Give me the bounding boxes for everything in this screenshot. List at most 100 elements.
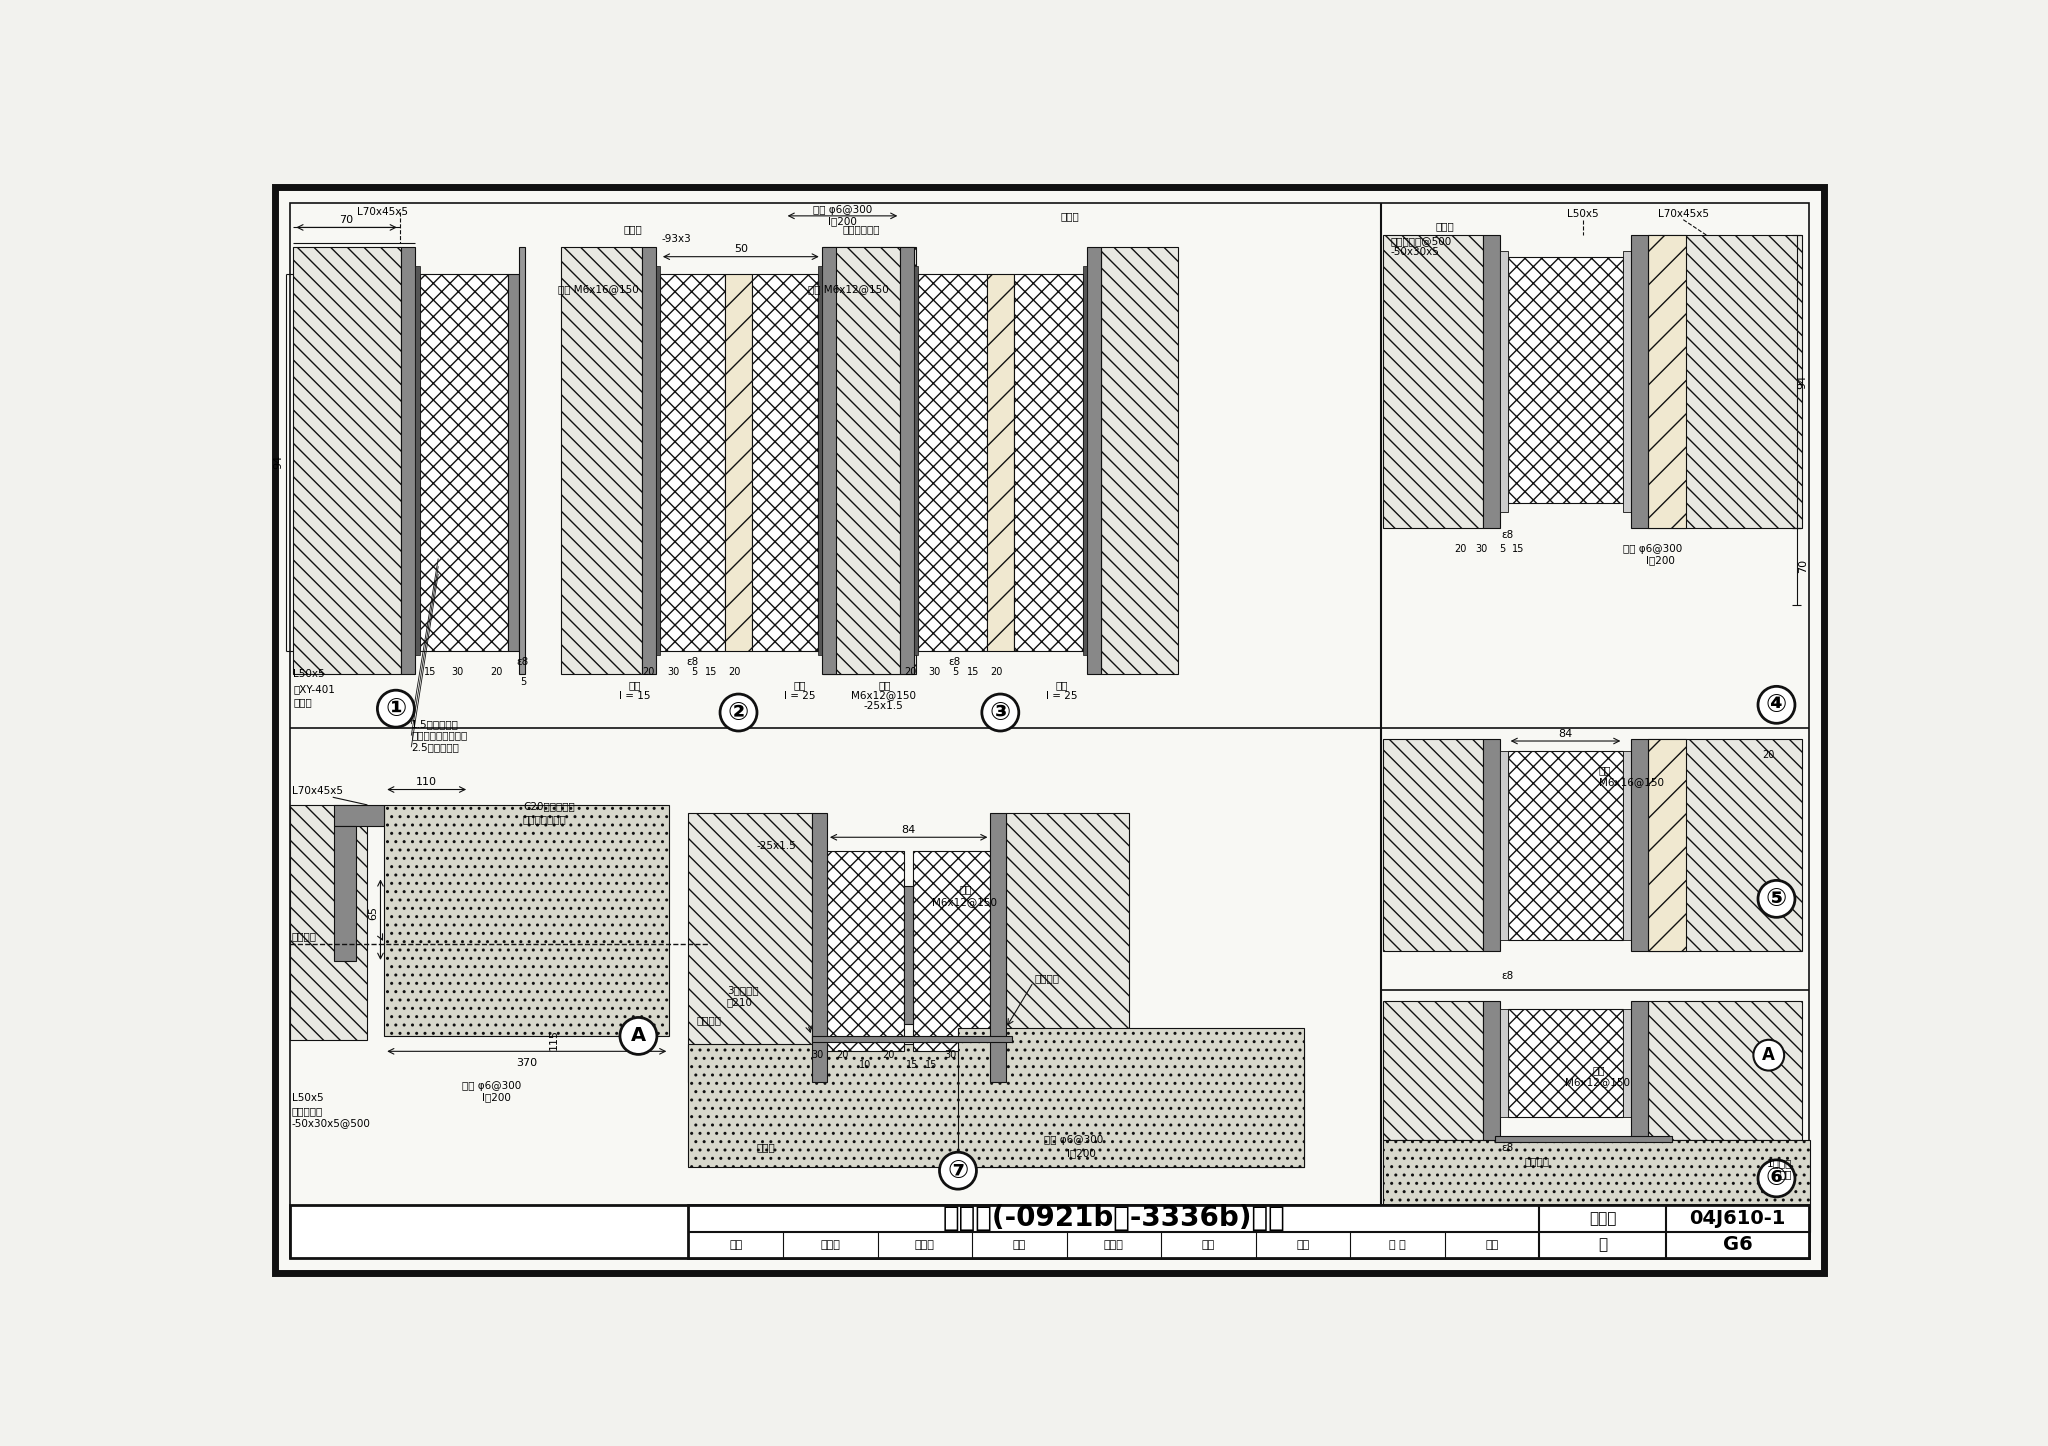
Bar [1624, 1009, 1630, 1116]
Text: C20细石混凝土: C20细石混凝土 [522, 801, 575, 811]
Text: 密封条: 密封条 [1061, 211, 1079, 221]
Text: L70x45x5: L70x45x5 [293, 787, 342, 797]
Text: 密封条: 密封条 [623, 224, 641, 234]
Bar [752, 273, 817, 651]
Bar [817, 266, 821, 655]
Text: 30: 30 [1475, 544, 1487, 554]
Circle shape [1757, 881, 1794, 917]
Text: 隔声门(-0921b～-3336b)详图: 隔声门(-0921b～-3336b)详图 [942, 1205, 1286, 1232]
Text: 15: 15 [926, 1060, 938, 1070]
Bar [1483, 739, 1499, 951]
Text: 94: 94 [1798, 375, 1808, 389]
Bar [958, 1028, 1305, 1167]
Text: 螺钉: 螺钉 [879, 681, 891, 691]
Text: ④: ④ [1765, 693, 1788, 717]
Text: ⑤: ⑤ [1765, 886, 1788, 911]
Bar [821, 247, 836, 674]
Text: ①: ① [385, 697, 406, 720]
Text: 圆钉: 圆钉 [795, 681, 807, 691]
Bar [1630, 236, 1649, 528]
Bar [561, 247, 643, 674]
Bar [1624, 750, 1630, 940]
Text: 5: 5 [1499, 544, 1505, 554]
Text: A: A [631, 1027, 645, 1045]
Text: ε8: ε8 [1501, 1142, 1513, 1152]
Circle shape [1753, 1040, 1784, 1070]
Bar [1649, 739, 1686, 951]
Text: L70x45x5: L70x45x5 [1657, 208, 1708, 218]
Bar [334, 827, 356, 962]
Text: 30: 30 [811, 1050, 823, 1060]
Text: 锚筋 φ6@300: 锚筋 φ6@300 [463, 1082, 522, 1090]
Text: 九川: 九川 [1202, 1239, 1214, 1249]
Text: 15: 15 [967, 667, 979, 677]
Bar [659, 273, 725, 651]
Text: M6x12@150: M6x12@150 [1565, 1077, 1630, 1087]
Bar [385, 805, 670, 1035]
Bar [1649, 236, 1802, 528]
Text: ②: ② [727, 700, 750, 724]
Text: 密封条: 密封条 [756, 1142, 774, 1152]
Text: M6x12@150: M6x12@150 [932, 897, 997, 907]
Bar [643, 247, 655, 674]
Bar [918, 273, 987, 651]
Text: 30: 30 [451, 667, 463, 677]
Text: 15: 15 [705, 667, 717, 677]
Text: 2.5厚冷轧钢板: 2.5厚冷轧钢板 [412, 742, 459, 752]
Text: 锚筋 φ6@300: 锚筋 φ6@300 [1622, 544, 1681, 554]
Bar [1499, 750, 1507, 940]
Bar [293, 247, 401, 674]
Text: 20: 20 [836, 1050, 848, 1060]
Bar [987, 273, 1014, 651]
Text: 20: 20 [903, 667, 915, 677]
Text: 主沁乾: 主沁乾 [915, 1239, 934, 1249]
Text: 烘干处理木条: 烘干处理木条 [844, 224, 881, 234]
Text: A: A [1763, 1045, 1776, 1064]
Circle shape [1757, 1160, 1794, 1197]
Text: 表面水泥浆压光: 表面水泥浆压光 [522, 814, 567, 824]
Text: 20: 20 [991, 667, 1004, 677]
Bar [1014, 273, 1083, 651]
Text: 84: 84 [901, 824, 915, 834]
Text: 65: 65 [369, 905, 377, 920]
Text: l = 25: l = 25 [1047, 691, 1077, 700]
Text: 螺钉: 螺钉 [1599, 765, 1612, 775]
Text: 84: 84 [1559, 729, 1573, 739]
Circle shape [377, 690, 414, 727]
Text: 20: 20 [1763, 750, 1776, 759]
Bar [508, 273, 518, 651]
Text: 94: 94 [272, 455, 283, 470]
Text: 20: 20 [883, 1050, 895, 1060]
Bar [688, 1206, 1808, 1258]
Bar [655, 266, 659, 655]
Circle shape [981, 694, 1018, 732]
Circle shape [721, 694, 758, 732]
Bar [913, 852, 991, 1051]
Bar [688, 1044, 1305, 1167]
Text: 王祖光: 王祖光 [821, 1239, 840, 1249]
Text: 胶粘贴: 胶粘贴 [293, 697, 311, 707]
Circle shape [621, 1018, 657, 1054]
Bar [334, 805, 385, 827]
Text: 室内标高: 室内标高 [1034, 973, 1061, 983]
Bar [1382, 739, 1483, 951]
Text: ε8: ε8 [516, 658, 528, 668]
Text: 15: 15 [424, 667, 436, 677]
Text: 30: 30 [668, 667, 680, 677]
Text: M6x12@150: M6x12@150 [850, 691, 915, 700]
Text: ⑥: ⑥ [1765, 1167, 1788, 1190]
Bar [1630, 739, 1649, 951]
Bar [1087, 247, 1102, 674]
Text: ⑦: ⑦ [948, 1158, 969, 1183]
Text: 5: 5 [690, 667, 696, 677]
Text: 30: 30 [928, 667, 940, 677]
Bar [291, 1206, 1808, 1258]
Text: 宽210: 宽210 [727, 998, 754, 1006]
Bar [725, 273, 752, 651]
Text: ③: ③ [989, 700, 1012, 724]
Text: 15: 15 [905, 1060, 918, 1070]
Text: 20: 20 [489, 667, 502, 677]
Bar [1382, 1001, 1483, 1139]
Text: ε8: ε8 [686, 658, 698, 668]
Text: 锚筋 φ6@300: 锚筋 φ6@300 [813, 205, 872, 215]
